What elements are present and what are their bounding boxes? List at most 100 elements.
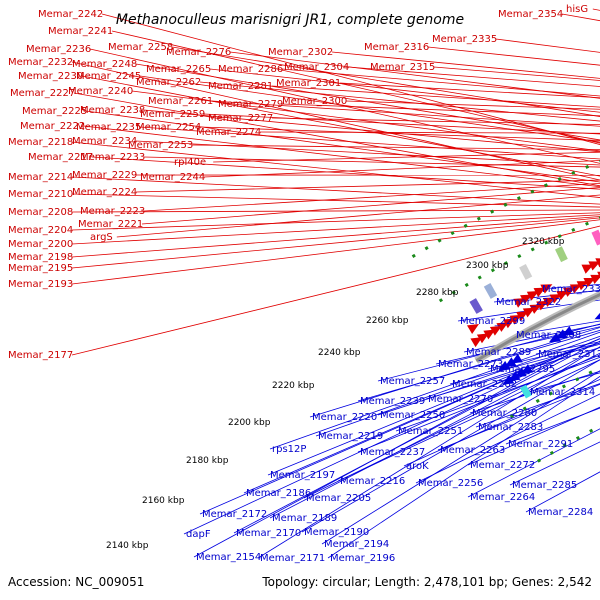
forward-label-connector <box>71 193 600 208</box>
forward-gene-label: Memar_2304 <box>284 62 349 73</box>
forward-gene-label: Memar_2223 <box>80 206 145 217</box>
forward-gene-arrow <box>556 290 569 301</box>
forward-gene-arrow <box>502 318 516 329</box>
reverse-gene-label: Memar_2291 <box>508 439 573 450</box>
reverse-gene-label: Memar_2189 <box>272 513 337 524</box>
forward-label-connector <box>347 66 600 87</box>
forward-label-connector <box>281 68 600 97</box>
forward-gene-label: Memar_2274 <box>196 127 261 138</box>
forward-gene-arrow <box>489 325 502 336</box>
forward-label-connector <box>259 131 600 134</box>
forward-gene-arrow <box>549 294 562 304</box>
reverse-label-connector <box>395 356 600 432</box>
reverse-gene-label: Memar_2257 <box>380 376 445 387</box>
reverse-label-connector <box>467 428 600 498</box>
forward-gene-arrow <box>466 324 480 334</box>
forward-label-connector <box>199 126 600 141</box>
function-block <box>483 282 498 299</box>
forward-gene-arrow <box>476 333 489 344</box>
reverse-label-connector <box>457 299 600 322</box>
forward-gene-label: Memar_2277 <box>208 113 273 124</box>
kbp-tick-label: 2320 kbp <box>522 237 565 247</box>
reverse-gene-label: Memar_2284 <box>528 507 593 518</box>
reverse-gene-label: Memar_2172 <box>202 509 267 520</box>
forward-gene-label: Memar_2258 <box>108 42 173 53</box>
forward-gene-label: Memar_2240 <box>68 86 133 97</box>
forward-gene-label: Memar_2354 <box>498 9 563 20</box>
forward-label-connector <box>71 216 600 258</box>
function-block <box>591 229 600 246</box>
forward-label-connector <box>101 13 600 145</box>
reverse-gene-arrow <box>594 312 600 320</box>
forward-gene-label: Memar_2248 <box>72 59 137 70</box>
kbp-tick-label: 2180 kbp <box>186 456 229 466</box>
kbp-tick-label: 2260 kbp <box>366 316 409 326</box>
forward-gene-label: Memar_2241 <box>48 26 113 37</box>
gene-labels: Memar_2242 Memar_2241 Memar_2236 Memar_2232… <box>8 4 600 564</box>
forward-label-connector <box>141 187 600 225</box>
forward-label-connector <box>135 63 600 141</box>
forward-gene-label: Memar_2229 <box>72 170 137 181</box>
reverse-label-connector <box>337 359 600 482</box>
forward-gene-label: Memar_2244 <box>140 172 205 183</box>
forward-label-connector <box>339 82 600 99</box>
forward-label-connector <box>71 217 600 269</box>
gene-features <box>411 160 600 463</box>
reverse-label-connector <box>435 326 600 365</box>
forward-gene-arrow <box>542 297 555 307</box>
reverse-label-connector <box>315 335 600 437</box>
reverse-gene-label: Memar_2289 <box>466 347 531 358</box>
forward-gene-label: Memar_2208 <box>8 207 73 218</box>
forward-gene-arrow <box>563 287 576 297</box>
forward-label-connector <box>345 100 600 110</box>
reverse-gene-label: Memar_2171 <box>260 553 325 564</box>
forward-label-connector <box>203 160 600 178</box>
reverse-gene-label: Memar_2295 <box>490 364 555 375</box>
forward-label-connector <box>191 144 600 151</box>
forward-gene-arrow <box>576 281 589 291</box>
forward-gene-arrow <box>588 261 600 271</box>
forward-label-connector <box>71 176 600 205</box>
kbp-tick-label: 2140 kbp <box>106 541 149 551</box>
reverse-label-connector <box>301 359 600 533</box>
forward-gene-label: Memar_2224 <box>72 187 137 198</box>
reverse-gene-label: Memar_2205 <box>306 493 371 504</box>
forward-gene-label: Memar_2234 <box>72 136 137 147</box>
forward-gene-arrow <box>590 274 600 284</box>
reverse-label-connector <box>321 370 600 545</box>
forward-gene-arrow <box>540 284 553 294</box>
forward-label-connector <box>427 46 600 66</box>
reverse-gene-label: Memar_2250 <box>380 410 445 421</box>
forward-gene-arrow <box>536 300 549 311</box>
forward-gene-label: Memar_2238 <box>80 105 145 116</box>
forward-gene-label: Memar_2279 <box>218 99 283 110</box>
forward-gene-label: Memar_2221 <box>78 219 143 230</box>
map-title: Methanoculleus marisnigri JR1, complete … <box>116 12 464 28</box>
forward-label-connector <box>71 214 600 245</box>
reverse-label-connector <box>377 342 600 416</box>
reverse-label-connector <box>467 406 600 466</box>
forward-label-connector <box>433 66 600 81</box>
reverse-gene-label: Memar_2190 <box>304 527 369 538</box>
reverse-gene-label: Memar_2196 <box>330 553 395 564</box>
forward-label-connector <box>73 92 600 187</box>
reverse-gene-label: Memar_2280 <box>472 408 537 419</box>
forward-label-connector <box>271 117 600 125</box>
forward-gene-label: Memar_2286 <box>218 64 283 75</box>
reverse-gene-label: Memar_2263 <box>440 445 505 456</box>
reverse-gene-label: Memar_2154 <box>196 552 261 563</box>
reverse-gene-label: Memar_2186 <box>246 488 311 499</box>
forward-label-connector <box>143 109 600 153</box>
forward-gene-label: Memar_2335 <box>432 34 497 45</box>
reverse-gene-label: Memar_2299 <box>460 316 525 327</box>
forward-gene-label: Memar_2300 <box>282 96 347 107</box>
forward-gene-arrow <box>581 264 594 274</box>
forward-label-connector <box>229 51 600 99</box>
forward-gene-arrow <box>470 337 483 348</box>
forward-gene-arrow <box>583 277 596 288</box>
reverse-gene-arrow <box>548 332 562 343</box>
forward-gene-arrow <box>595 258 600 268</box>
forward-gene-label: Memar_2301 <box>276 78 341 89</box>
reverse-gene-label: Memar_2220 <box>312 412 377 423</box>
reverse-gene-arrow <box>510 353 523 364</box>
